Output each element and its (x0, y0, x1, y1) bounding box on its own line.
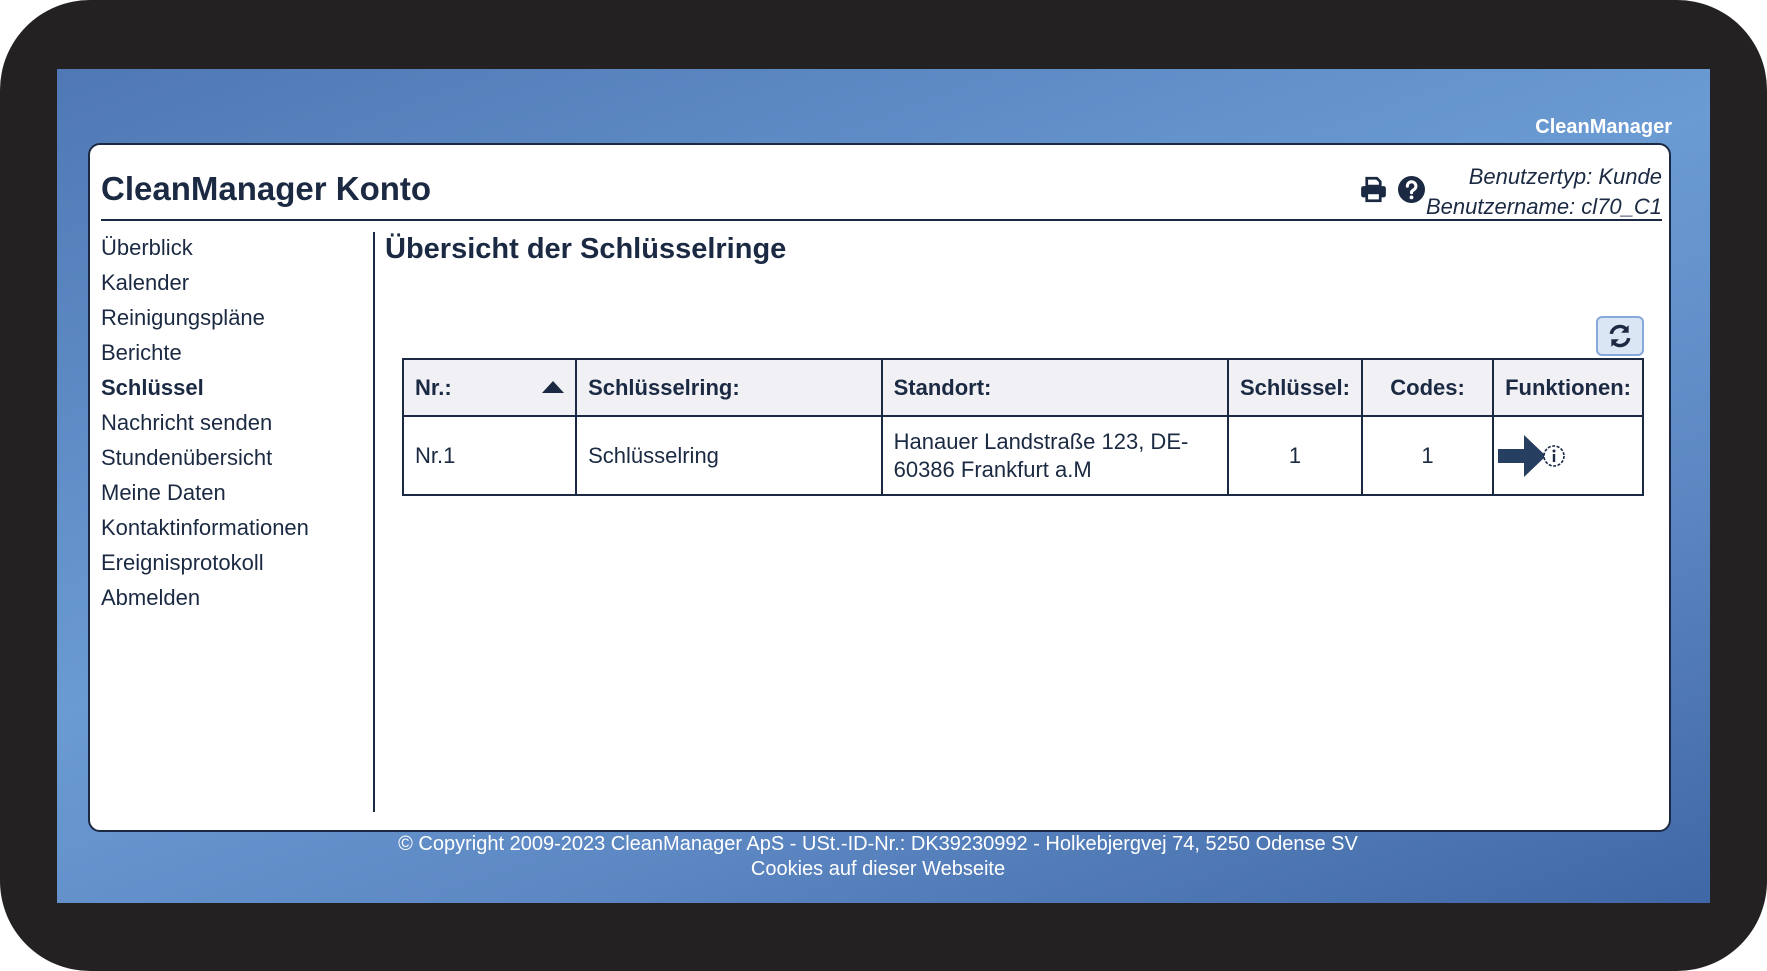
sidebar-item-ueberblick[interactable]: Überblick (101, 235, 193, 260)
user-type: Benutzertyp: Kunde (1468, 164, 1662, 189)
page-title: CleanManager Konto (101, 170, 432, 207)
column-header-standort[interactable]: Standort: (880, 358, 1229, 417)
sidebar-divider (373, 232, 375, 812)
arrow-right-icon[interactable] (1498, 433, 1548, 479)
cell-location: Hanauer Landstraße 123, DE- 60386 Frankfu… (880, 415, 1229, 496)
sidebar-item-kontaktinformationen[interactable]: Kontaktinformationen (101, 515, 309, 540)
refresh-icon (1609, 324, 1631, 348)
footer-copyright: © Copyright 2009-2023 CleanManager ApS -… (398, 833, 1358, 855)
cell-keys: 1 (1226, 415, 1363, 496)
help-icon[interactable] (1398, 176, 1425, 203)
keyring-table: Nr.: Schlüsselring: Standort: Schlüssel:… (401, 358, 1644, 496)
cell-codes: 1 (1360, 415, 1495, 496)
sort-ascending-icon[interactable] (542, 380, 565, 393)
column-header-schluesselring[interactable]: Schlüsselring: (575, 358, 883, 417)
header-divider (101, 219, 1662, 221)
cell-functions (1492, 415, 1644, 496)
table-header-row: Nr.: Schlüsselring: Standort: Schlüssel:… (401, 358, 1644, 417)
cell-keyring: Schlüsselring (575, 415, 883, 496)
sidebar-item-kalender[interactable]: Kalender (101, 270, 190, 295)
sidebar-item-berichte[interactable]: Berichte (101, 340, 182, 365)
table-row: Nr.1 Schlüsselring Hanauer Landstraße 12… (401, 415, 1644, 496)
brand-label: CleanManager (1535, 116, 1672, 138)
sidebar-item-ereignisprotokoll[interactable]: Ereignisprotokoll (101, 550, 264, 575)
column-header-schluessel[interactable]: Schlüssel: (1226, 358, 1363, 417)
section-heading: Übersicht der Schlüsselringe (385, 233, 787, 265)
column-header-nr[interactable]: Nr.: (401, 358, 578, 417)
user-info: Benutzertyp: Kunde Benutzername: cl70_C1 (1426, 162, 1662, 222)
refresh-button[interactable] (1596, 316, 1644, 356)
info-icon[interactable] (1542, 444, 1566, 468)
print-icon[interactable] (1360, 176, 1387, 203)
sidebar-item-nachricht-senden[interactable]: Nachricht senden (101, 410, 273, 435)
sidebar-nav: Überblick Kalender Reinigungspläne Beric… (101, 233, 309, 618)
sidebar-item-meine-daten[interactable]: Meine Daten (101, 480, 226, 505)
column-header-funktionen: Funktionen: (1492, 358, 1644, 417)
sidebar-item-schluessel[interactable]: Schlüssel (101, 375, 204, 400)
column-header-codes[interactable]: Codes: (1360, 358, 1495, 417)
sidebar-item-abmelden[interactable]: Abmelden (101, 585, 201, 610)
sidebar-item-reinigungsplaene[interactable]: Reinigungspläne (101, 305, 265, 330)
username: Benutzername: cl70_C1 (1425, 194, 1662, 219)
cell-nr: Nr.1 (401, 415, 578, 496)
footer-cookies-link[interactable]: Cookies auf dieser Webseite (750, 858, 1006, 880)
sidebar-item-stundenuebersicht[interactable]: Stundenübersicht (101, 445, 273, 470)
